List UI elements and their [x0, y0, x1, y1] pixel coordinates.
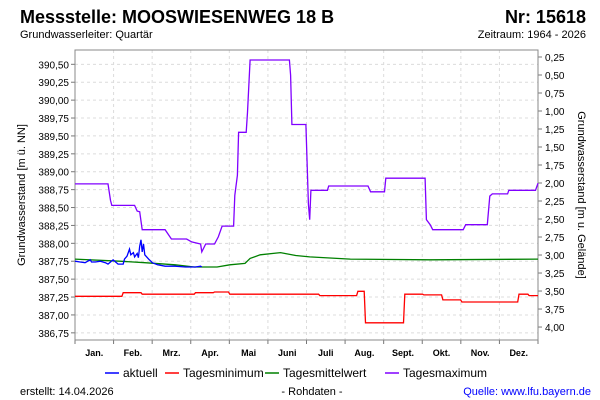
grid	[75, 50, 538, 340]
x-tick-label: Sept.	[392, 348, 414, 358]
y-tick-label: 387,75	[38, 257, 69, 268]
y-tick-label: 390,50	[38, 60, 69, 71]
y-tick-label: 388,50	[38, 204, 69, 215]
legend-label-aktuell: aktuell	[123, 366, 158, 380]
aquifer-label: Grundwasserleiter: Quartär	[20, 29, 153, 41]
x-tick-label: Juli	[318, 348, 334, 358]
created-date: erstellt: 14.04.2026	[20, 386, 114, 398]
y-right-tick-label: 3,25	[545, 269, 565, 280]
y-tick-label: 386,75	[38, 329, 69, 340]
legend: aktuell Tagesminimum Tagesmittelwert Tagesm…	[105, 366, 487, 380]
y-tick-label: 389,25	[38, 150, 69, 161]
y-tick-label: 387,00	[38, 311, 69, 322]
y-tick-label: 388,75	[38, 186, 69, 197]
series-line-tagesmaximum	[75, 59, 539, 255]
y-right-tick-label: 3,00	[545, 251, 565, 262]
y-right-tick-label: 1,25	[545, 125, 565, 136]
y-tick-label: 389,75	[38, 114, 69, 125]
y-right-tick-label: 2,75	[545, 233, 565, 244]
period-label: Zeitraum: 1964 - 2026	[478, 29, 586, 41]
y-right-tick-label: 0,75	[545, 89, 565, 100]
y-right-tick-label: 1,75	[545, 161, 565, 172]
chart-title: Messstelle: MOOSWIESENWEG 18 B	[20, 7, 334, 27]
y-tick-label: 390,00	[38, 96, 69, 107]
y-tick-label: 387,50	[38, 275, 69, 286]
plot-frame	[74, 49, 539, 341]
y-right-tick-label: 3,75	[545, 305, 565, 316]
y-right-tick-label: 3,50	[545, 287, 565, 298]
axes: 386,75 387,00 387,25 387,50 387,75 388,00 388,…	[38, 49, 565, 358]
legend-label-tagesminimum: Tagesminimum	[183, 366, 264, 380]
y-right-tick-label: 2,00	[545, 179, 565, 190]
y-tick-label: 389,00	[38, 168, 69, 179]
x-tick-label: Mrz.	[162, 348, 180, 358]
x-tick-label: Dez.	[509, 348, 528, 358]
x-tick-label: Jan.	[85, 348, 103, 358]
y-right-tick-label: 2,25	[545, 197, 565, 208]
y-tick-label: 388,25	[38, 221, 69, 232]
raw-data-note: - Rohdaten -	[281, 386, 342, 398]
series-line-tagesminimum	[75, 290, 538, 324]
y-right-tick-label: 1,00	[545, 107, 565, 118]
y-tick-label: 388,00	[38, 239, 69, 250]
y-tick-label: 389,50	[38, 132, 69, 143]
y-tick-label: 390,25	[38, 78, 69, 89]
x-tick-label: Feb.	[124, 348, 143, 358]
y-right-tick-label: 0,50	[545, 71, 565, 82]
y-right-tick-label: 0,25	[545, 53, 565, 64]
x-tick-label: Mai	[241, 348, 256, 358]
y-axis-label: Grundwasserstand [m ü. NN]	[16, 124, 28, 266]
y-right-tick-label: 1,50	[545, 143, 565, 154]
x-tick-label: Nov.	[471, 348, 490, 358]
series-line-tagesmittelwert	[74, 251, 539, 268]
x-tick-label: Apr.	[201, 348, 219, 358]
legend-label-tagesmittelwert: Tagesmittelwert	[283, 366, 367, 380]
x-tick-label: Aug.	[354, 348, 374, 358]
source-link[interactable]: Quelle: www.lfu.bayern.de	[463, 386, 591, 398]
station-number: Nr: 15618	[505, 7, 586, 27]
y-right-axis-label: Grundwasserstand [m u. Gelände]	[575, 111, 587, 279]
legend-label-tagesmaximum: Tagesmaximum	[403, 366, 487, 380]
series-lines	[74, 59, 539, 324]
y-right-tick-label: 2,50	[545, 215, 565, 226]
y-right-tick-label: 4,00	[545, 323, 565, 334]
series-line-aktuell	[74, 239, 203, 268]
x-tick-label: Juni	[278, 348, 297, 358]
y-tick-label: 387,25	[38, 293, 69, 304]
x-tick-label: Okt.	[433, 348, 451, 358]
